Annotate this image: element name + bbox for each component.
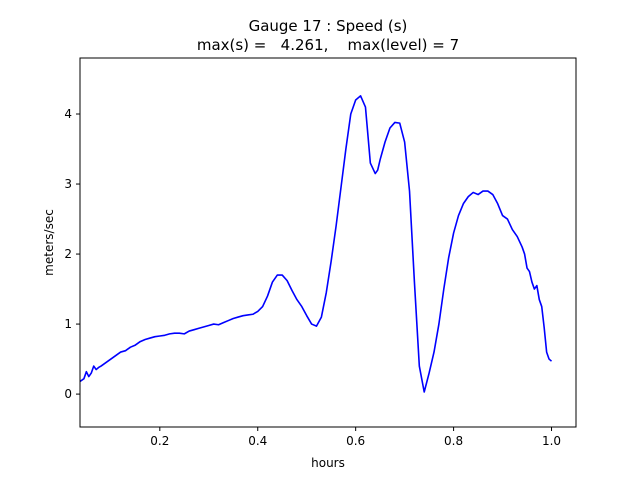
plot-area: 0.2 0.4 0.6 0.8 1.0 0 1 2 3 4 <box>64 57 577 448</box>
series-layer <box>79 95 553 393</box>
y-tick-label: 3 <box>64 177 72 191</box>
y-axis-label: meters/sec <box>42 209 56 276</box>
y-tick-label: 4 <box>64 107 72 121</box>
y-tick-label: 0 <box>64 387 72 401</box>
y-tick-label: 2 <box>64 247 72 261</box>
x-axis-label: hours <box>311 456 345 470</box>
x-tick-label: 1.0 <box>542 434 561 448</box>
chart-title-line-2: max(s) = 4.261, max(level) = 7 <box>197 36 459 54</box>
x-tick-label: 0.4 <box>248 434 267 448</box>
chart-title-line-1: Gauge 17 : Speed (s) <box>249 17 408 35</box>
x-tick-label: 0.6 <box>346 434 365 448</box>
plot-frame <box>79 57 577 428</box>
x-axis-ticks: 0.2 0.4 0.6 0.8 1.0 <box>150 427 561 448</box>
y-axis-ticks: 0 1 2 3 4 <box>64 107 80 401</box>
series-line-0 <box>79 95 553 393</box>
plot-background <box>80 58 576 427</box>
x-tick-label: 0.8 <box>444 434 463 448</box>
y-tick-label: 1 <box>64 317 72 331</box>
x-tick-label: 0.2 <box>150 434 169 448</box>
